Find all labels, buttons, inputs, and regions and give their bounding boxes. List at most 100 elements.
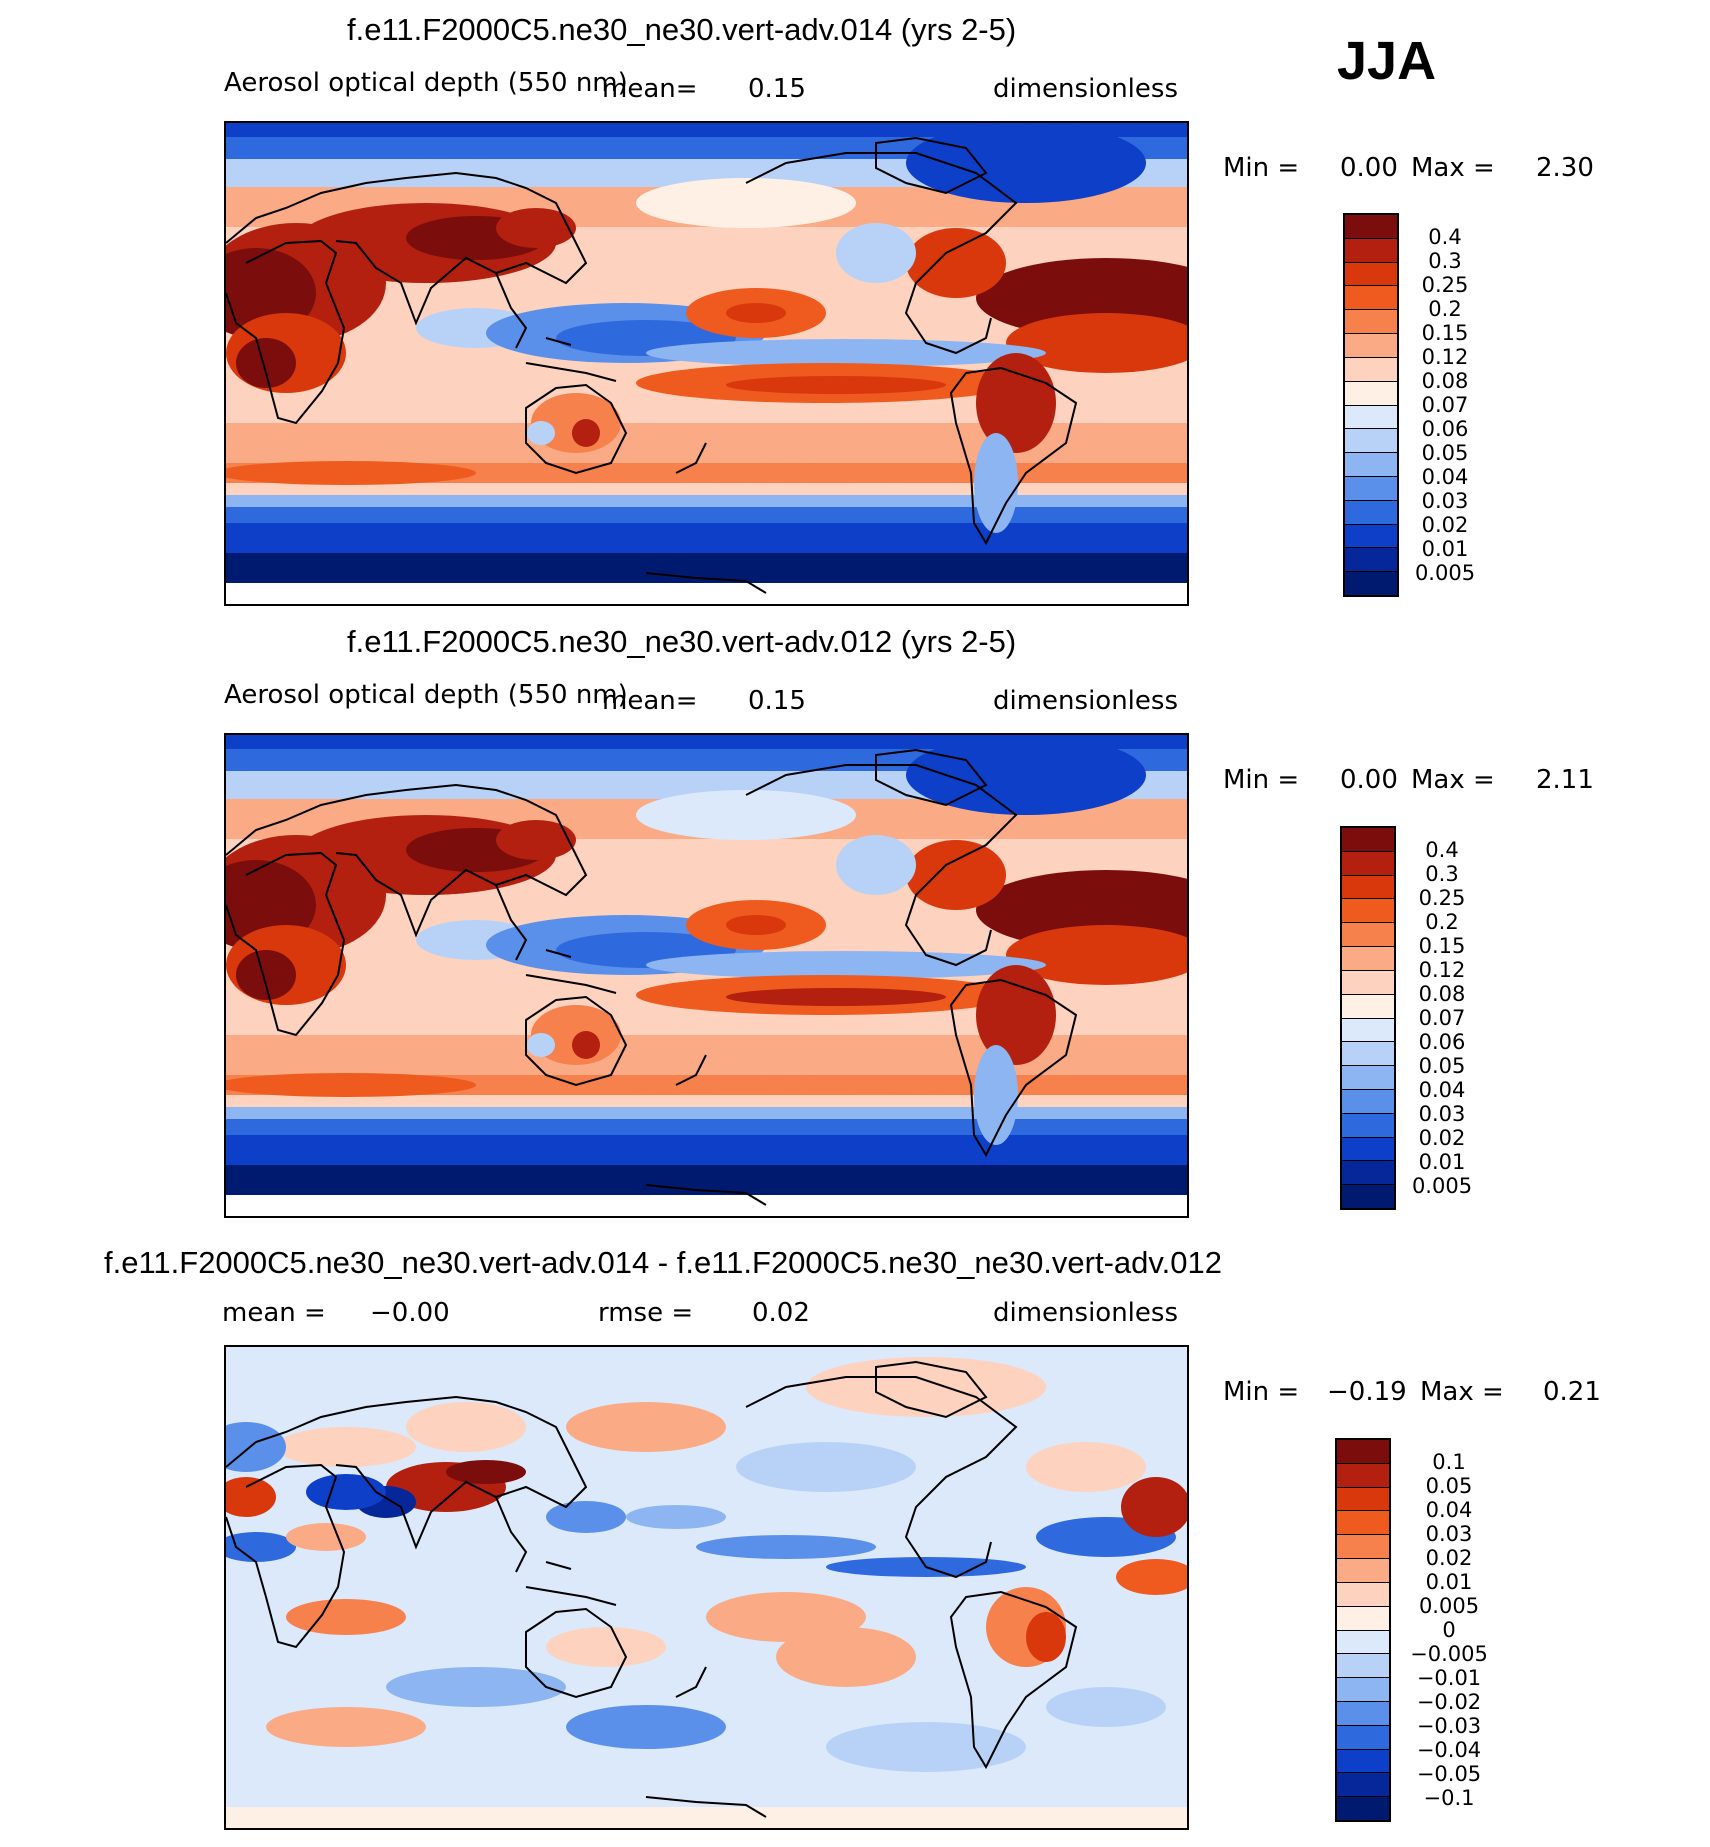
panel-3-rmse-value: 0.02 [752, 1298, 810, 1328]
panel-2-mean-label: mean= [602, 686, 698, 716]
colorbar-swatch [1345, 381, 1397, 406]
colorbar-tick-label: 0.07 [1418, 1006, 1466, 1030]
diff-anomaly-26 [806, 1357, 1046, 1417]
coastline-path [745, 764, 1018, 967]
central-africa-core [236, 338, 296, 388]
colorbar-swatch [1345, 334, 1397, 358]
panel-2-map [224, 733, 1189, 1218]
colorbar-swatch [1337, 1559, 1389, 1583]
colorbar-tick-label: −0.02 [1416, 1690, 1482, 1714]
diff-anomaly-6 [226, 1532, 296, 1562]
colorbar-tick-label: 0.005 [1411, 1174, 1473, 1198]
colorbar-swatch [1345, 524, 1397, 549]
panel-1-max-value: 2.30 [1536, 153, 1594, 183]
coastline-path [745, 1376, 1018, 1579]
colorbar-swatch [1342, 1018, 1394, 1043]
panel-1-variable-label: Aerosol optical depth (550 nm) [224, 68, 628, 98]
coastline-path [495, 272, 528, 349]
colorbar-swatch [1342, 1137, 1394, 1162]
tropical-pacific-core [726, 988, 946, 1006]
colorbar-tick-label: −0.005 [1410, 1642, 1488, 1666]
colorbar-tick-label: −0.05 [1416, 1762, 1482, 1786]
colorbar-swatch [1342, 947, 1394, 971]
coastline-path [525, 1607, 628, 1699]
colorbar-tick-label: 0.07 [1421, 393, 1469, 417]
diff-anomaly-31 [1026, 1442, 1146, 1492]
diff-anomaly-16 [1026, 1612, 1066, 1662]
colorbar-tick-label: 0.12 [1421, 345, 1469, 369]
colorbar-tick-label: 0.04 [1421, 465, 1469, 489]
colorbar-swatch [1337, 1606, 1389, 1631]
colorbar-swatch [1342, 1161, 1394, 1186]
diff-anomaly-17 [286, 1599, 406, 1635]
diff-anomaly-8 [546, 1501, 626, 1533]
colorbar-tick-label: 0.15 [1421, 321, 1469, 345]
colorbar-tick-label: −0.1 [1423, 1786, 1475, 1810]
diff-anomaly-28 [406, 1402, 526, 1452]
diff-anomaly-30 [226, 1422, 286, 1472]
diff-anomaly-23 [266, 1707, 426, 1747]
panel-1-title: f.e11.F2000C5.ne30_ne30.vert-adv.014 (yr… [347, 12, 1017, 47]
colorbar-swatch [1337, 1630, 1389, 1655]
diff-anomaly-2 [446, 1460, 526, 1484]
colorbar-swatch [1345, 310, 1397, 335]
colorbar-swatch [1337, 1773, 1389, 1798]
colorbar-swatch [1345, 215, 1397, 239]
diff-anomaly-21 [566, 1705, 726, 1749]
colorbar-tick-label: 0.05 [1421, 441, 1469, 465]
panel-1-mean-value: 0.15 [748, 74, 806, 104]
colorbar-tick-label: 0.05 [1425, 1474, 1473, 1498]
colorbar-tick-label: 0.05 [1418, 1054, 1466, 1078]
coastline-path [545, 337, 572, 346]
central-africa-core [236, 950, 296, 1000]
antarctic-band [226, 1135, 1187, 1165]
colorbar-tick-label: 0.25 [1421, 273, 1469, 297]
coastline-path [675, 1666, 707, 1698]
diff-anomaly-4 [306, 1474, 386, 1510]
diff-anomaly-24 [1046, 1687, 1166, 1727]
panel-2-min-value: 0.00 [1340, 765, 1398, 795]
southern-blue-band [226, 495, 1187, 507]
colorbar-swatch [1345, 429, 1397, 454]
panel-3-max-label: Max = [1420, 1377, 1504, 1407]
us-east-coast-high [906, 228, 1006, 298]
southern-ocean-streak-1 [226, 1073, 476, 1097]
us-east-coast-high [906, 840, 1006, 910]
amazon-smoke [976, 353, 1056, 453]
south-pole-blank [226, 1195, 1187, 1216]
colorbar-tick-label: 0.4 [1428, 225, 1462, 249]
coastlines [226, 748, 1078, 1206]
diff-anomaly-20 [386, 1667, 566, 1707]
diff-anomaly-19 [776, 1627, 916, 1687]
colorbar-tick-label: −0.04 [1416, 1738, 1482, 1762]
tropical-pacific-core [726, 376, 946, 394]
colorbar-swatch [1337, 1725, 1389, 1750]
southern-deep-blue [226, 507, 1187, 523]
colorbar-tick-label: 0.2 [1425, 910, 1459, 934]
southern-ocean-streak-1 [226, 461, 476, 485]
coastline-path [645, 1796, 767, 1818]
antarctic-band [226, 523, 1187, 553]
coastlines [226, 136, 1078, 594]
coastline-path [495, 884, 528, 961]
colorbar-tick-label: −0.01 [1416, 1666, 1482, 1690]
colorbar-tick-label: 0.1 [1432, 1450, 1466, 1474]
coastline-path [545, 949, 572, 958]
colorbar-tick-label: 0.01 [1425, 1570, 1473, 1594]
colorbar-swatch [1345, 405, 1397, 430]
panel-2-units: dimensionless [993, 686, 1178, 716]
southern-blue-band [226, 1107, 1187, 1119]
panel-2-colorbar [1340, 826, 1396, 1210]
colorbar-swatch [1342, 923, 1394, 948]
coastline-path [545, 1561, 572, 1570]
panel-3-max-value: 0.21 [1543, 1377, 1601, 1407]
colorbar-tick-label: 0.3 [1428, 249, 1462, 273]
australia-low [527, 1033, 555, 1057]
australia-core [572, 419, 600, 447]
panel-3-rmse-label: rmse = [598, 1298, 694, 1328]
panel-1-colorbar-labels: 0.4 0.3 0.25 0.2 0.15 0.12 0.08 0.07 0.06 0.05 0.0… [1405, 213, 1485, 597]
colorbar-swatch [1342, 994, 1394, 1019]
colorbar-tick-label: 0 [1442, 1618, 1456, 1642]
panel-2-map-svg [226, 735, 1187, 1216]
panel-3-mean-label: mean = [222, 1298, 326, 1328]
